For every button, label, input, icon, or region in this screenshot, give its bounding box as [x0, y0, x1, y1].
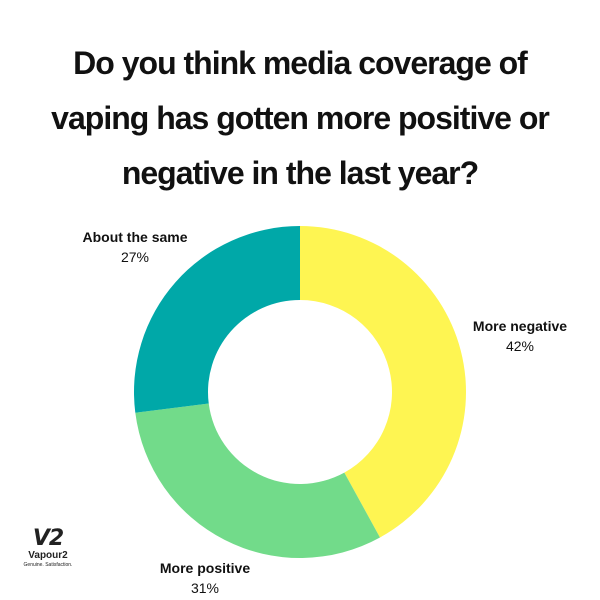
value-label: 31% — [190, 580, 220, 596]
slice-more-negative — [300, 226, 466, 538]
chart-title: Do you think media coverage of vaping ha… — [10, 36, 590, 201]
logo-tagline: Genuine. Satisfaction. — [23, 562, 73, 568]
title-line-1: Do you think media coverage of — [73, 45, 528, 81]
title-line-2: vaping has gotten more positive or — [51, 100, 550, 136]
label-about-the-same: About the same 27% — [60, 227, 210, 267]
slice-more-positive — [135, 403, 380, 558]
category-label: About the same — [82, 229, 188, 245]
category-label: More negative — [472, 318, 568, 334]
value-label: 42% — [505, 338, 535, 354]
logo-mark: V2 — [32, 526, 64, 551]
slice-about-the-same — [133, 226, 300, 413]
title-line-3: negative in the last year? — [121, 155, 479, 191]
label-more-negative: More negative 42% — [455, 316, 585, 356]
value-label: 27% — [120, 249, 150, 265]
vapour2-logo: V2 Vapour2 Genuine. Satisfaction. — [8, 528, 88, 569]
logo-name: Vapour2 — [28, 550, 68, 561]
label-more-positive: More positive 31% — [140, 558, 270, 598]
category-label: More positive — [159, 560, 251, 576]
